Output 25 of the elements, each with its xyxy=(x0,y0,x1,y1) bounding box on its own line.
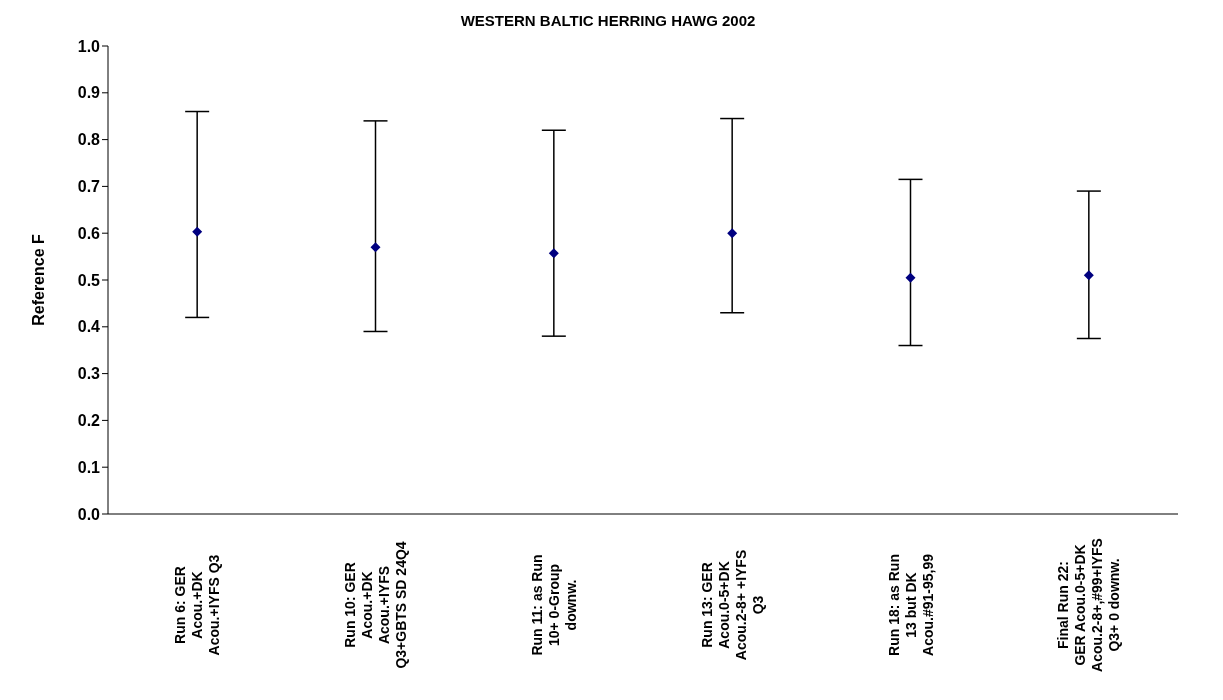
y-axis-title: Reference F xyxy=(29,233,47,326)
y-tick-label: 0.4 xyxy=(77,318,101,336)
y-tick-label: 0.3 xyxy=(77,365,101,383)
point xyxy=(192,226,203,237)
x-tick-label: Run 10: GER Acou.+DK Acou.+IYFS Q3+GBTS SD 24Q4 xyxy=(342,541,409,669)
y-tick-label: 0.1 xyxy=(77,458,101,476)
chart-title: WESTERN BALTIC HERRING HAWG 2002 xyxy=(459,11,757,31)
point xyxy=(727,228,738,239)
point xyxy=(905,272,916,283)
x-tick-label: Run 6: GER Acou.+DK Acou.+IYFS Q3 xyxy=(172,554,223,656)
x-tick-label: Final Run 22: GER Acou.0-5+DK Acou.2-8+,#99+IYFS Q3+ 0 downw. xyxy=(1055,538,1123,672)
y-tick-label: 0.7 xyxy=(77,178,101,196)
point xyxy=(1083,270,1094,281)
point xyxy=(548,248,559,259)
y-tick-label: 1.0 xyxy=(77,37,101,55)
y-tick-label: 0.8 xyxy=(77,131,101,149)
y-tick-label: 0.6 xyxy=(77,224,101,242)
y-tick-label: 0.2 xyxy=(77,412,101,430)
x-tick-label: Run 11: as Run 10+ 0-Group downw. xyxy=(528,554,579,656)
y-tick-label: 0.9 xyxy=(77,84,101,102)
point xyxy=(370,242,381,253)
x-tick-label: Run 18: as Run 13 but DK Acou.#91-95,99 xyxy=(885,553,936,656)
y-tick-label: 0.5 xyxy=(77,271,101,289)
y-tick-label: 0.0 xyxy=(77,505,101,523)
x-tick-label: Run 13: GER Acou.0-5+DK Acou.2-8+ +IYFS Q3 xyxy=(698,549,766,661)
